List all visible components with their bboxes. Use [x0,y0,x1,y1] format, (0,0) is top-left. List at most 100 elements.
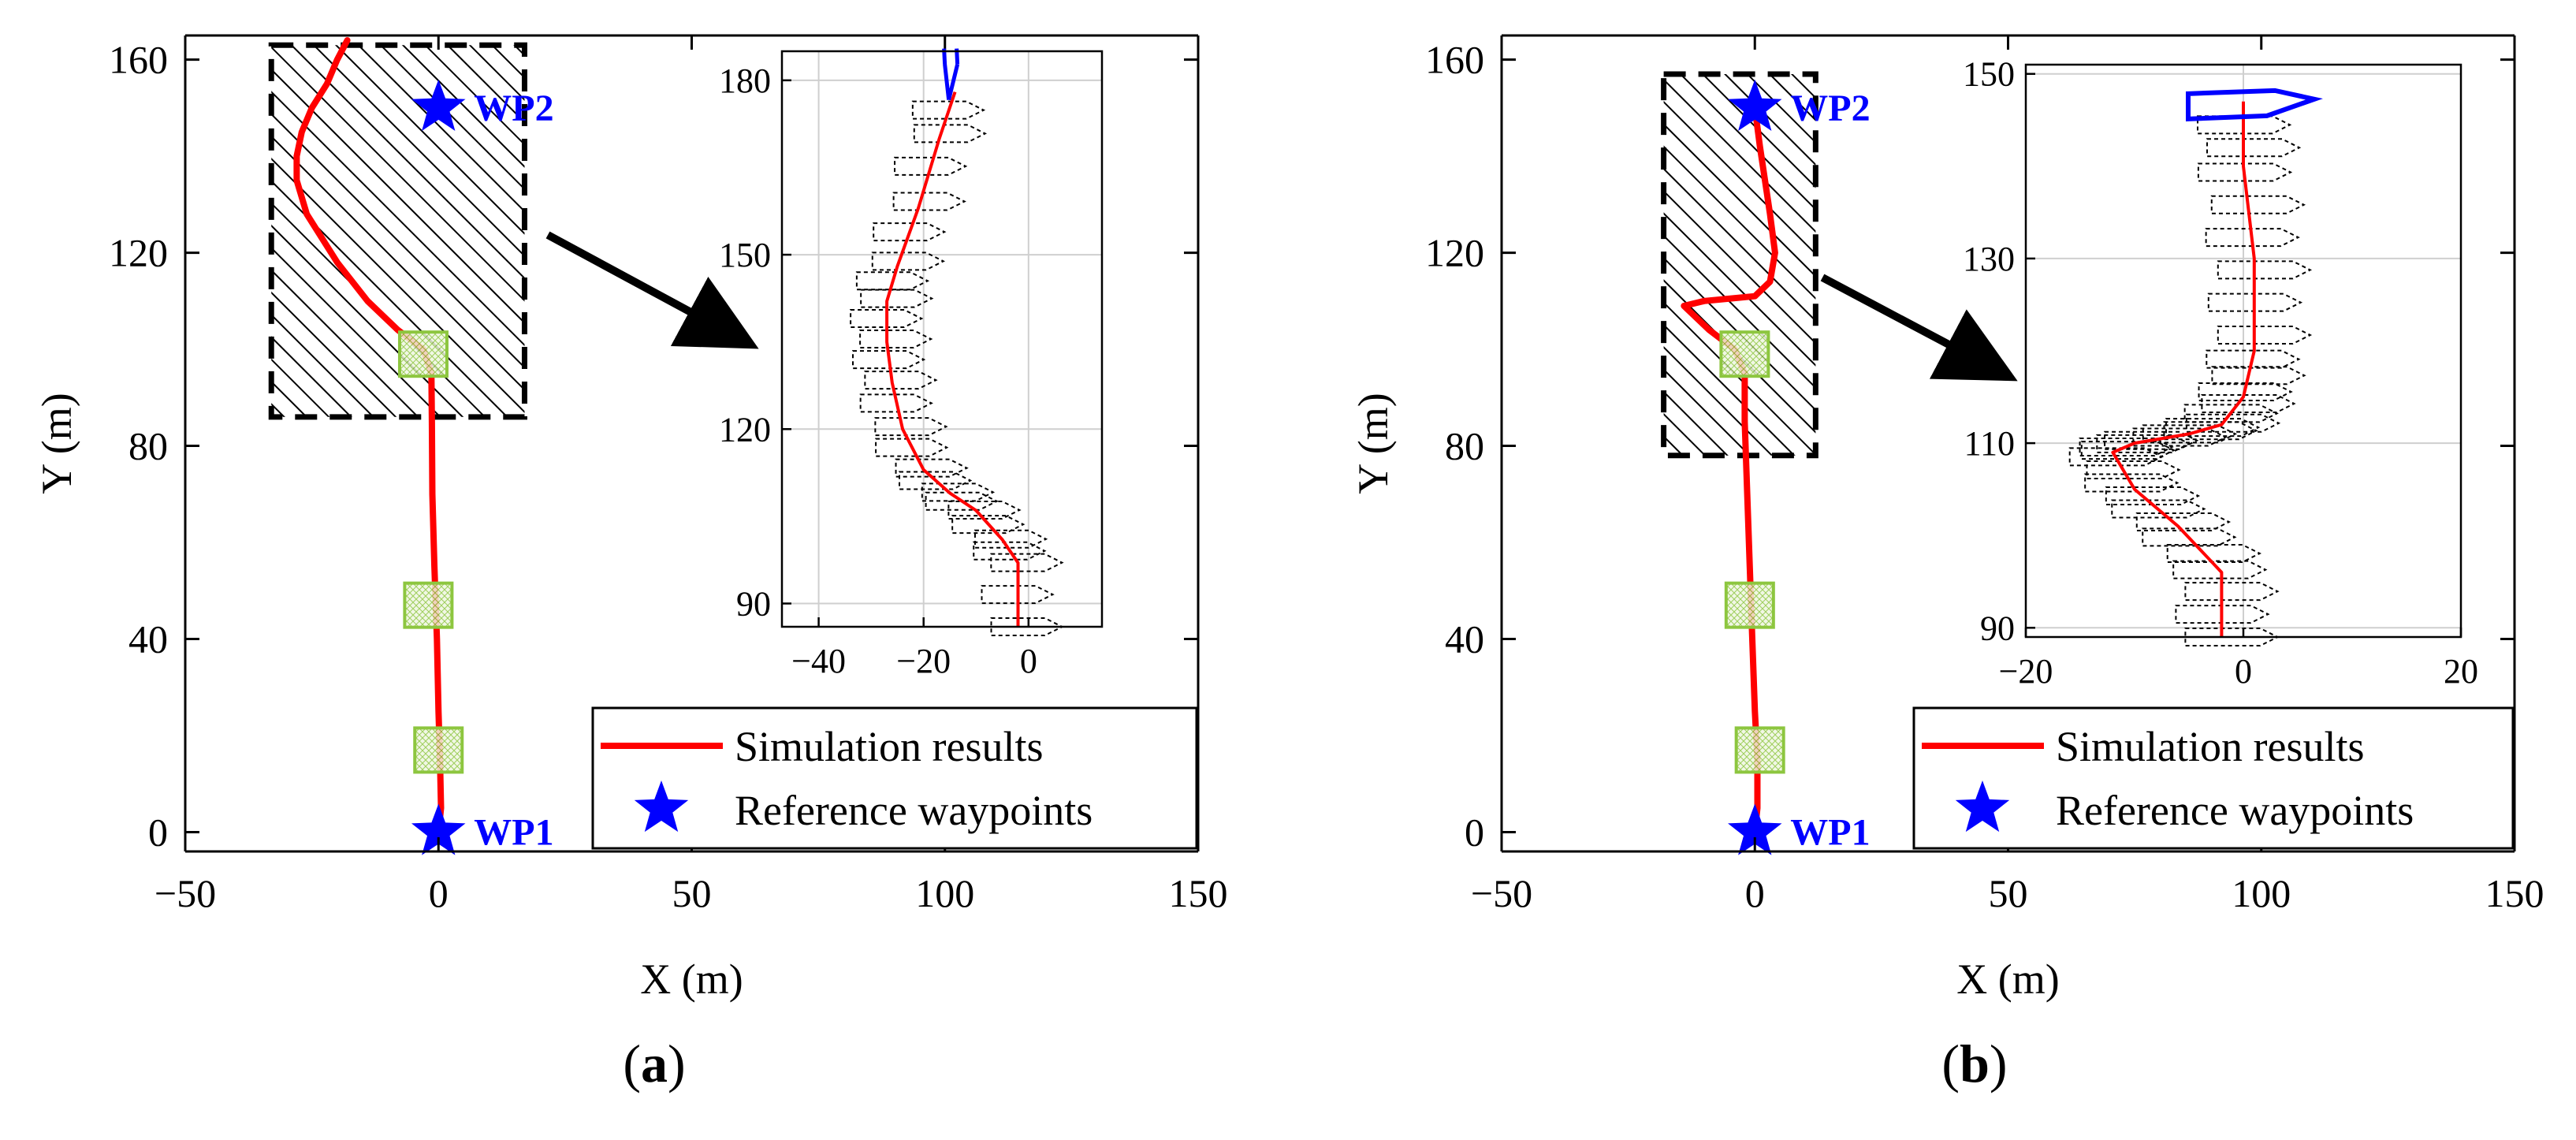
x-tick-label: 100 [915,871,974,915]
inset-ship-outline [911,100,986,120]
y-axis-title: Y (m) [33,393,80,494]
panel-label: (b) [1941,1034,2007,1093]
inset-ship-outline [859,330,933,349]
inset-y-tick-label: 90 [736,585,771,624]
inset-y-tick-label: 180 [719,61,771,100]
y-tick-label: 160 [1425,38,1484,82]
marker-box-0 [397,330,449,378]
panel-label: (a) [623,1034,685,1093]
inset-trajectory-line [2111,101,2256,637]
zoom-arrow [545,231,759,349]
inset-ship-outline [859,393,933,413]
inset-y-tick-label: 130 [1963,240,2015,278]
inset-x-tick-label: −20 [1999,652,2053,691]
waypoint-star-wp1 [411,803,466,855]
x-tick-label: 150 [2485,871,2544,915]
inset-ship-outline [899,471,973,490]
inset-y-tick-label: 90 [1980,609,2015,647]
inset-ship-outline [951,515,1026,535]
inset-ship-outline [913,124,988,143]
y-tick-label: 80 [128,424,168,468]
y-tick-label: 0 [148,810,168,855]
legend-label-simulation: Simulation results [2056,723,2365,770]
inset-ship-outline [864,371,938,390]
waypoint-label-wp2: WP2 [474,88,553,129]
trajectory-line [293,37,445,836]
y-tick-label: 120 [109,231,168,275]
inset-ship-outline [873,222,947,242]
legend-label-simulation: Simulation results [735,723,1044,770]
inset-ship-outline [981,585,1055,605]
inset-ship-outline [855,271,930,291]
y-axis-title: Y (m) [1349,393,1397,494]
inset-final-ship [942,48,960,101]
marker-box-2 [413,726,464,774]
x-tick-label: 50 [1989,871,2028,915]
marker-box-1 [1724,581,1775,629]
inset-ship-outline [875,438,949,457]
inset-ship-outline [925,491,999,511]
inset-plot: −40 −20 0 90 120 150 180 [719,48,1104,680]
inset-ship-outline [860,289,934,308]
inset-background [782,51,1102,627]
x-tick-label: 50 [672,871,712,915]
legend-box [591,706,1198,850]
inset-ship-outline [990,617,1064,636]
inset-ship-outline [973,541,1047,561]
y-tick-label: 80 [1445,424,1484,468]
legend-star-swatch [1955,780,2010,833]
waypoint-label-wp1: WP1 [1790,812,1870,854]
inset-final-ship [2186,88,2323,121]
y-tick-label: 160 [109,38,168,82]
x-tick-label: 150 [1169,871,1228,915]
y-tick-label: 120 [1425,231,1484,275]
inset-plot: −20 0 20 90 110 130 150 [1963,55,2478,691]
legend-box [1912,706,2515,850]
inset-y-tick-label: 120 [719,410,771,449]
legend-label-waypoints: Reference waypoints [735,787,1093,834]
waypoint-star-wp2 [411,79,466,131]
inset-ship-outline [973,529,1048,549]
marker-box-1 [403,581,454,629]
inset-x-tick-label: 0 [1020,642,1037,680]
waypoint-label-wp1: WP1 [474,812,553,854]
inset-ship-outline [874,417,948,437]
inset-frame [780,50,1104,628]
inset-y-tick-label: 150 [719,236,771,274]
x-axis-title: X (m) [1956,956,2059,1003]
x-axis-title: X (m) [640,956,743,1003]
inset-x-tick-label: −20 [896,642,951,680]
panel-a: WP1 WP2 −50 0 50 100 150 0 40 80 120 160 X (m) Y (m) S… [33,34,1228,1093]
inset-ship-outline [894,156,968,176]
marker-box-2 [1734,726,1785,774]
inset-ship-outline [921,482,996,502]
waypoint-star-wp2 [1728,79,1782,131]
x-tick-label: 0 [1745,871,1765,915]
marker-box-0 [1719,330,1770,378]
x-tick-label: −50 [1471,871,1532,915]
obstacle-region [1661,71,1818,459]
inset-ship-outline [852,350,926,370]
zoom-arrow [1820,274,2018,382]
inset-ship-outline [871,251,946,271]
waypoint-label-wp2: WP2 [1790,88,1870,129]
inset-y-tick-label: 110 [1964,424,2015,463]
x-tick-label: 100 [2232,871,2291,915]
panel-b: WP1 WP2 −50 0 50 100 150 0 40 80 120 160 X (m) Y (m) S… [1349,34,2544,1093]
x-tick-label: −50 [154,871,216,915]
y-tick-label: 40 [128,617,168,661]
inset-trajectory-line [885,91,1020,627]
legend-label-waypoints: Reference waypoints [2056,787,2414,834]
inset-y-tick-label: 150 [1963,55,2015,94]
inset-ship-outline [850,309,924,329]
x-tick-label: 0 [429,871,449,915]
legend-star-swatch [634,780,689,833]
inset-ship-outline [892,192,966,211]
inset-ship-outline [990,553,1064,572]
inset-x-tick-label: 0 [2235,652,2252,691]
y-tick-label: 40 [1445,617,1484,661]
waypoint-star-wp1 [1728,803,1782,855]
inset-ship-outline [895,458,969,478]
inset-x-tick-label: −40 [791,642,846,680]
